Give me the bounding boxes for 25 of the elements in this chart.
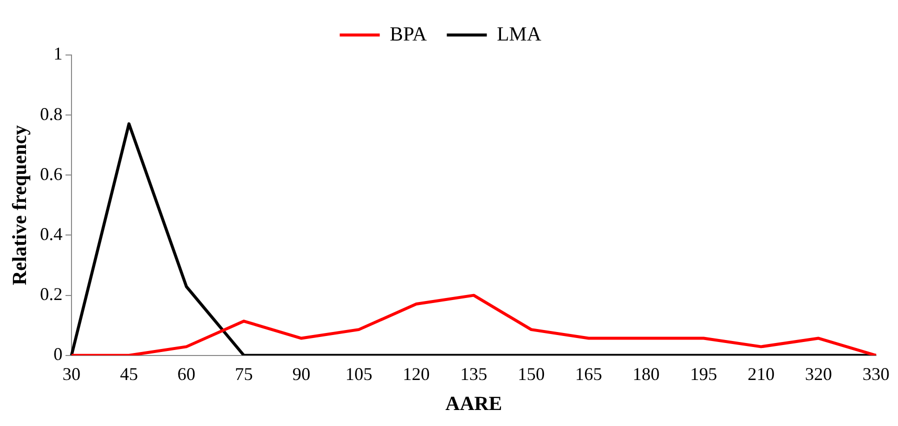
x-tick-label: 105: [345, 364, 372, 384]
y-tick-label: 0.6: [40, 164, 62, 184]
x-tick-label: 135: [460, 364, 488, 384]
y-tick-label: 0.8: [40, 104, 62, 124]
x-tick-label: 195: [690, 364, 718, 384]
y-tick-label: 0: [54, 344, 62, 364]
y-tick-label: 0.2: [40, 284, 62, 304]
x-tick-label: 60: [177, 364, 196, 384]
x-axis-title: AARE: [445, 393, 502, 416]
legend-label: BPA: [390, 23, 428, 46]
y-tick-label: 0.4: [40, 224, 62, 244]
x-tick-label: 75: [234, 364, 253, 384]
x-tick-label: 150: [518, 364, 545, 384]
x-tick-label: 30: [62, 364, 80, 384]
x-tick-label: 320: [805, 364, 832, 384]
x-tick-label: 90: [292, 364, 310, 384]
x-tick-label: 210: [748, 364, 775, 384]
x-tick-label: 165: [575, 364, 602, 384]
x-tick-label: 330: [862, 364, 890, 384]
y-axis-title: Relative frequency: [9, 125, 32, 286]
x-tick-label: 180: [632, 364, 660, 384]
x-tick-label: 45: [120, 364, 138, 384]
legend-label: LMA: [496, 23, 542, 46]
y-tick-label: 1: [54, 44, 62, 64]
x-tick-label: 120: [402, 364, 430, 384]
